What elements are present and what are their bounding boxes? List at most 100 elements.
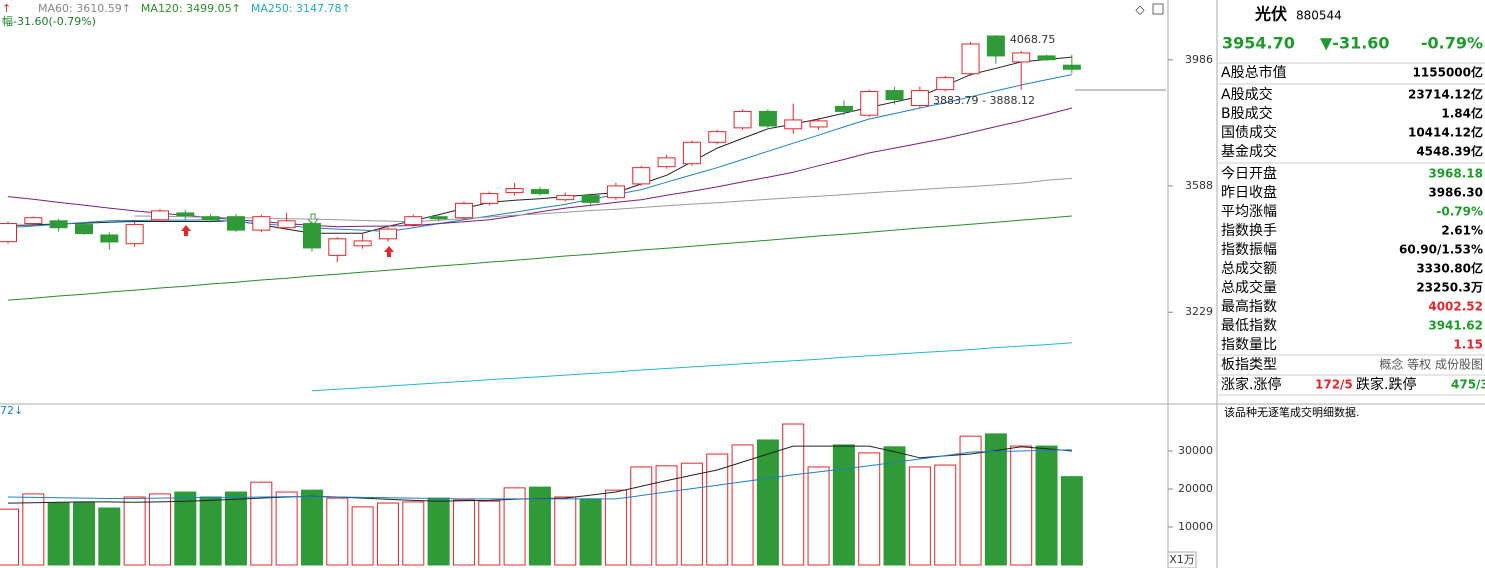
volume-bar — [300, 489, 323, 566]
candle-body — [404, 216, 423, 226]
volume-bar — [832, 444, 855, 566]
candle-body — [201, 216, 220, 221]
candle-body — [632, 167, 651, 185]
volume-bar — [579, 498, 602, 566]
volume-bar — [680, 462, 703, 566]
unit-label: X1万 — [1169, 553, 1195, 566]
row-value: -0.79% — [1436, 205, 1483, 219]
volume-bar — [858, 452, 881, 566]
row-value: 1155000亿 — [1413, 65, 1483, 80]
volume-bar — [478, 500, 501, 566]
volume-bar — [22, 493, 45, 566]
candle-body — [1012, 52, 1031, 63]
candle-body — [74, 224, 93, 235]
signal-arrow — [181, 225, 191, 236]
candle-body — [708, 131, 727, 143]
volume-bar — [148, 493, 171, 566]
candle-body — [657, 157, 676, 168]
candle-body — [252, 216, 271, 231]
row-value: 60.90/1.53% — [1399, 243, 1483, 257]
legend-entry: MA120: 3499.05↑ — [141, 2, 241, 15]
volume-bar — [1010, 445, 1033, 566]
change-text: 幅-31.60(-0.79%) — [2, 15, 96, 28]
row-label: 指数量比 — [1221, 337, 1277, 353]
breadth-text: 跌家.跌停 — [1356, 376, 1416, 393]
row-label: 总成交量 — [1221, 279, 1277, 296]
candle-body — [0, 223, 17, 243]
row-value: 3968.18 — [1428, 167, 1483, 181]
breadth-text: 475/3 — [1451, 378, 1485, 392]
row-label: 指数振幅 — [1221, 242, 1277, 258]
y-tick-label: 3588 — [1185, 179, 1213, 192]
volume-bar — [630, 466, 653, 566]
candle-body — [860, 91, 879, 116]
volume-bar — [655, 465, 678, 566]
row-label: 基金成交 — [1221, 143, 1277, 160]
candle-body — [226, 216, 245, 231]
row-value: 3941.62 — [1428, 319, 1483, 333]
volume-bar — [756, 439, 779, 566]
row-value: 1.84亿 — [1441, 106, 1483, 121]
candle-body — [353, 240, 372, 247]
row-value: 2.61% — [1441, 224, 1483, 238]
row-value: 4002.52 — [1428, 300, 1483, 314]
candle-body — [328, 238, 347, 256]
candle-body — [1062, 64, 1081, 70]
row-value: 4548.39亿 — [1416, 144, 1483, 159]
ma-line — [134, 177, 1072, 223]
price: 3954.70 — [1222, 34, 1295, 53]
y-tick-label: 3986 — [1185, 53, 1213, 66]
candle-body — [556, 195, 575, 201]
candle-body — [834, 105, 853, 112]
ma-line — [7, 215, 1072, 301]
breadth-text: 涨家.涨停 — [1221, 376, 1281, 393]
candle-body — [176, 212, 195, 217]
change: ▼-31.60 — [1320, 34, 1390, 53]
row-label: B股成交 — [1221, 105, 1273, 122]
volume-bar — [250, 481, 273, 566]
y-tick-label: 20000 — [1178, 482, 1213, 495]
candle-body — [682, 141, 701, 165]
icon[interactable] — [1152, 3, 1164, 15]
volume-bar — [528, 486, 551, 566]
volume-bar — [0, 508, 19, 566]
row-label: 平均涨幅 — [1221, 204, 1277, 220]
row-label: A股成交 — [1221, 86, 1273, 103]
row-value: 概念 等权 成份股图 — [1379, 357, 1483, 372]
volume-bar — [959, 435, 982, 566]
candle-body — [910, 90, 929, 106]
volume-bar — [452, 499, 475, 566]
volume-bar — [731, 444, 754, 566]
volume-bar — [706, 453, 729, 566]
row-label: 指数换手 — [1221, 222, 1277, 239]
volume-bar — [199, 496, 222, 566]
candle-body — [530, 189, 549, 195]
volume-bar — [326, 497, 349, 566]
volume-bar — [554, 496, 577, 566]
unit-box — [1167, 551, 1197, 568]
volume-bar — [402, 501, 425, 566]
breadth-text: 172/5 — [1315, 378, 1353, 392]
change-pct: -0.79% — [1421, 34, 1483, 53]
candle-body — [606, 185, 625, 199]
code: 880544 — [1296, 9, 1342, 23]
candle-body — [150, 210, 169, 221]
candle-body — [1037, 55, 1056, 61]
candle-body — [581, 195, 600, 203]
icon[interactable]: ◇ — [1135, 3, 1145, 17]
row-value: 3986.30 — [1428, 186, 1483, 200]
candle-body — [961, 43, 980, 75]
volume-bar — [883, 446, 906, 566]
volume-legend: 72↓ — [0, 404, 23, 417]
volume-bar — [1035, 445, 1058, 566]
candle-body — [125, 224, 144, 245]
row-label: A股总市值 — [1221, 64, 1287, 81]
candle-body — [429, 216, 448, 220]
candle-body — [480, 193, 499, 204]
volume-bar — [503, 487, 526, 566]
candle-body — [302, 223, 321, 249]
volume-bar — [72, 501, 95, 566]
candle-body — [758, 110, 777, 127]
row-label: 总成交额 — [1221, 260, 1277, 277]
